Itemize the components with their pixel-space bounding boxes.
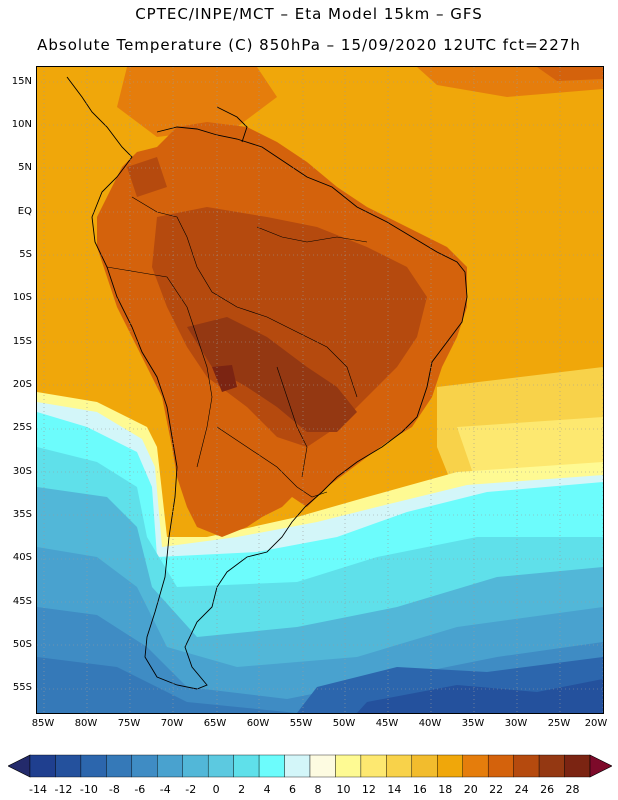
- temperature-map: [36, 66, 604, 714]
- colorbar-label: -14: [29, 783, 47, 796]
- lat-label: 40S: [12, 552, 32, 563]
- colorbar-swatch: [29, 754, 56, 778]
- colorbar-swatch: [564, 754, 591, 778]
- lat-label: 55S: [12, 682, 32, 693]
- colorbar-swatch: [462, 754, 489, 778]
- country-borders: [106, 196, 368, 498]
- lon-label: 55W: [289, 718, 313, 729]
- colorbar-label: 22: [489, 783, 504, 796]
- lat-label: 30S: [12, 466, 32, 477]
- colorbar-label: 16: [412, 783, 427, 796]
- colorbar-swatch: [411, 754, 438, 778]
- colorbar-swatch: [207, 754, 234, 778]
- cold-band-8: [357, 679, 603, 713]
- colorbar-swatch: [309, 754, 336, 778]
- colorbar-swatch: [437, 754, 463, 778]
- lon-label: 35W: [461, 718, 485, 729]
- colorbar-label: 12: [361, 783, 376, 796]
- lat-label: 50S: [12, 639, 32, 650]
- colorbar-swatch: [55, 754, 82, 778]
- colorbar-swatch: [513, 754, 540, 778]
- colorbar-label: -4: [159, 783, 171, 796]
- lat-label: 10S: [12, 292, 32, 303]
- colorbar-label: -6: [134, 783, 146, 796]
- lon-label: 25W: [547, 718, 571, 729]
- lat-label: 20S: [12, 379, 32, 390]
- lat-label: 5S: [19, 249, 32, 260]
- warm-region-nw: [117, 67, 277, 137]
- lon-label: 80W: [74, 718, 98, 729]
- colorbar-label: 10: [336, 783, 351, 796]
- colorbar-label: -12: [54, 783, 73, 796]
- colorbar-label: 26: [540, 783, 555, 796]
- lon-label: 50W: [332, 718, 356, 729]
- lon-label: 60W: [246, 718, 270, 729]
- lon-label: 30W: [504, 718, 528, 729]
- colorbar-over-arrow: [589, 754, 612, 778]
- colorbar-label: -2: [185, 783, 197, 796]
- lon-label: 65W: [203, 718, 227, 729]
- colorbar-label: 8: [314, 783, 322, 796]
- lat-label: 10N: [11, 119, 32, 130]
- colorbar-swatch: [233, 754, 260, 778]
- colorbar-label: 18: [438, 783, 453, 796]
- colorbar-swatch: [335, 754, 362, 778]
- lat-label: 5N: [18, 162, 32, 173]
- colorbar-label: -8: [108, 783, 120, 796]
- lat-label: 45S: [12, 596, 32, 607]
- lon-label: 75W: [117, 718, 141, 729]
- lat-label: 25S: [12, 422, 32, 433]
- colorbar: [8, 754, 612, 778]
- lon-label: 45W: [375, 718, 399, 729]
- colorbar-swatch: [106, 754, 133, 778]
- lon-label: 40W: [418, 718, 442, 729]
- map-title-line2: Absolute Temperature (C) 850hPa – 15/09/…: [37, 36, 581, 54]
- lon-label: 85W: [31, 718, 55, 729]
- colorbar-swatch: [258, 754, 285, 778]
- lon-label: 70W: [160, 718, 184, 729]
- colorbar-label: 6: [289, 783, 297, 796]
- continent-very-hot-zone: [187, 317, 357, 432]
- colorbar-swatch: [538, 754, 565, 778]
- colorbar-swatch: [182, 754, 209, 778]
- map-canvas: [37, 67, 603, 713]
- colorbar-swatch: [386, 754, 413, 778]
- colorbar-label: 20: [463, 783, 478, 796]
- coastlines: [66, 76, 468, 690]
- colorbar-swatch: [487, 754, 514, 778]
- colorbar-swatch: [284, 754, 311, 778]
- colorbar-label: 28: [565, 783, 580, 796]
- colorbar-swatch: [360, 754, 387, 778]
- warm-region-ne-core: [537, 67, 603, 81]
- lat-label: EQ: [17, 206, 32, 217]
- colorbar-label: 4: [263, 783, 271, 796]
- lat-label: 35S: [12, 509, 32, 520]
- continent-peak-zone: [212, 365, 237, 392]
- colorbar-swatch: [80, 754, 107, 778]
- colorbar-under-arrow: [8, 754, 31, 778]
- cold-band-6: [37, 657, 297, 713]
- map-title-line1: CPTEC/INPE/MCT – Eta Model 15km – GFS: [135, 5, 483, 23]
- colorbar-label: 14: [387, 783, 402, 796]
- lat-label: 15S: [12, 336, 32, 347]
- colorbar-label: 0: [212, 783, 220, 796]
- lat-label: 15N: [11, 76, 32, 87]
- lon-label: 20W: [584, 718, 608, 729]
- andes-north-warm: [127, 157, 167, 197]
- colorbar-label: -10: [79, 783, 98, 796]
- colorbar-swatch: [157, 754, 183, 778]
- colorbar-label: 24: [514, 783, 529, 796]
- colorbar-swatch: [131, 754, 158, 778]
- colorbar-label: 2: [238, 783, 246, 796]
